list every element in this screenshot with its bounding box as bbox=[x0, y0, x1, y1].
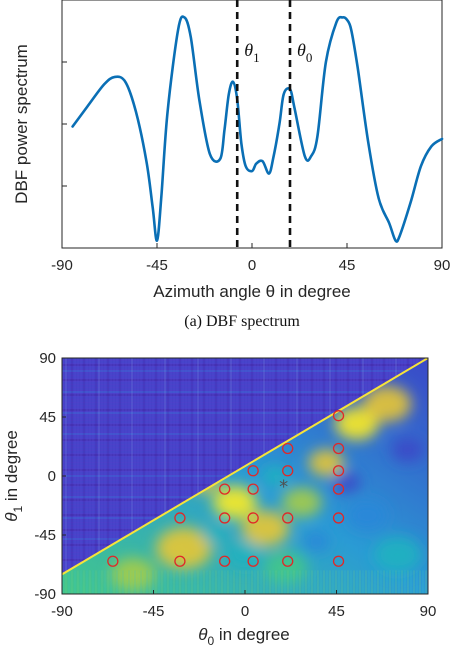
candidate-point bbox=[282, 465, 294, 477]
estimate-star: * bbox=[279, 476, 288, 497]
heatmap-candidate-points bbox=[107, 410, 345, 567]
candidate-point bbox=[219, 512, 231, 524]
dbf-x-tick-label: 90 bbox=[434, 257, 451, 274]
candidate-point bbox=[332, 512, 345, 524]
heatmap-y-ticks: 90 45 0 -45 -90 bbox=[34, 350, 66, 603]
candidate-point bbox=[247, 512, 259, 524]
heatmap-field bbox=[111, 385, 424, 591]
candidate-point bbox=[174, 555, 186, 567]
heatmap-x-tick-label: -45 bbox=[143, 603, 165, 620]
heatmap-x-tick-label: 0 bbox=[241, 603, 249, 620]
heatmap-x-tick-label: 45 bbox=[328, 603, 345, 620]
heatmap-x-tick-label: 90 bbox=[420, 603, 437, 620]
heatmap-x-axis-label: θ0 in degree bbox=[198, 625, 290, 648]
dbf-spectrum-chart: -90 -45 0 45 90 θ1 θ0 Azimuth angle θ in degr… bbox=[12, 0, 450, 330]
candidate-point bbox=[282, 442, 294, 455]
candidate-point bbox=[282, 512, 294, 524]
dbf-annotations: θ1 θ0 bbox=[235, 0, 312, 248]
dbf-x-axis-label: Azimuth angle θ in degree bbox=[153, 282, 351, 301]
candidate-point bbox=[332, 555, 345, 567]
dbf-x-ticks: -90 -45 0 45 90 bbox=[51, 243, 450, 274]
dbf-caption: (a) DBF spectrum bbox=[184, 313, 300, 330]
heatmap-y-tick-label: 0 bbox=[48, 468, 56, 485]
heatmap-y-tick-label: -45 bbox=[34, 527, 56, 544]
candidate-point bbox=[107, 555, 119, 567]
dbf-y-axis-label: DBF power spectrum bbox=[12, 44, 31, 204]
candidate-point bbox=[247, 483, 259, 495]
annotation-label-0: θ1 bbox=[244, 40, 259, 65]
candidate-point bbox=[282, 555, 294, 567]
heatmap-diagonal bbox=[62, 358, 428, 576]
heatmap-chart: * -90 -45 0 45 90 90 45 0 -45 -90 θ0 in degree θ… bbox=[2, 350, 436, 648]
dbf-x-tick-label: 45 bbox=[339, 257, 356, 274]
heatmap-estimate-marker: * bbox=[279, 476, 288, 497]
candidate-point bbox=[332, 483, 345, 495]
heatmap-x-ticks: -90 -45 0 45 90 bbox=[51, 590, 436, 620]
dbf-x-tick-label: -90 bbox=[51, 257, 73, 274]
dbf-x-tick-label: -45 bbox=[146, 257, 168, 274]
candidate-point bbox=[247, 555, 259, 567]
dbf-spectrum-line bbox=[71, 15, 444, 243]
candidate-point bbox=[174, 512, 186, 524]
dbf-plot-frame bbox=[61, 0, 443, 249]
heatmap-y-axis-label: θ1 in degree bbox=[2, 430, 25, 522]
heatmap-lower-lines bbox=[62, 570, 427, 594]
candidate-point bbox=[247, 465, 259, 477]
candidate-point bbox=[219, 483, 231, 495]
annotation-label-1: θ0 bbox=[297, 40, 312, 65]
candidate-point bbox=[332, 465, 345, 477]
heatmap-x-tick-label: -90 bbox=[51, 603, 73, 620]
dbf-x-tick-label: 0 bbox=[248, 257, 256, 274]
candidate-point bbox=[332, 442, 345, 455]
heatmap-y-tick-label: 90 bbox=[39, 350, 56, 367]
candidate-point bbox=[219, 555, 231, 567]
dbf-y-ticks bbox=[62, 61, 67, 187]
heatmap-y-tick-label: -90 bbox=[34, 586, 56, 603]
candidate-point bbox=[332, 410, 345, 422]
heatmap-y-tick-label: 45 bbox=[39, 409, 56, 426]
